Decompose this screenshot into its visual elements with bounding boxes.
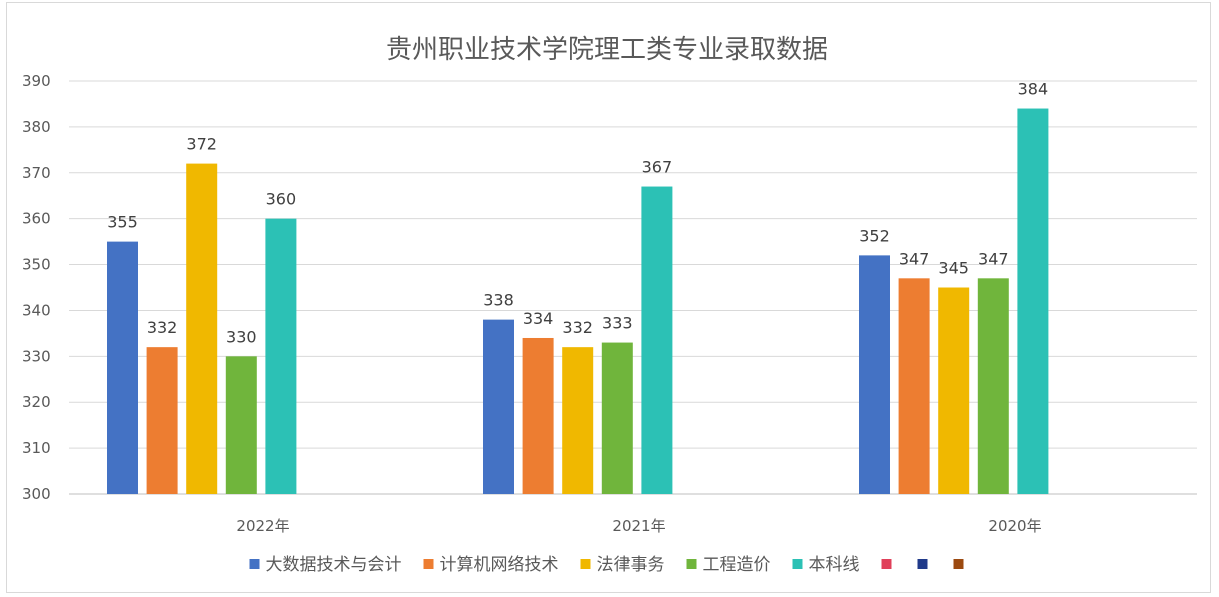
bar xyxy=(522,337,554,494)
bar xyxy=(146,347,178,494)
legend-label: 法律事务 xyxy=(597,555,665,575)
chart-title: 贵州职业技术学院理工类专业录取数据 xyxy=(386,35,828,65)
bar xyxy=(107,241,138,494)
legend-swatch xyxy=(686,559,697,569)
bar xyxy=(898,278,930,494)
data-label: 367 xyxy=(642,158,673,177)
legend-swatch xyxy=(580,559,591,569)
x-category-label: 2022年 xyxy=(236,517,289,535)
y-tick-label: 350 xyxy=(22,256,51,274)
legend-swatch xyxy=(792,559,803,569)
data-labels: 355 332 372 330 360 338 334 332 333 367 352 347 345 3… xyxy=(107,80,1048,347)
data-label: 352 xyxy=(859,226,890,245)
data-label: 332 xyxy=(562,318,593,337)
y-tick-label: 360 xyxy=(22,210,51,228)
data-label: 330 xyxy=(226,327,257,346)
y-tick-label: 390 xyxy=(22,72,51,90)
y-tick-label: 380 xyxy=(22,118,51,136)
legend-swatch xyxy=(423,559,434,569)
bar xyxy=(601,342,633,494)
bar xyxy=(859,255,890,494)
data-label: 334 xyxy=(523,309,554,328)
x-category-label: 2021年 xyxy=(612,517,665,535)
legend-swatch xyxy=(881,559,892,569)
legend-label: 大数据技术与会计 xyxy=(266,555,402,575)
data-label: 338 xyxy=(483,291,514,310)
legend-label: 本科线 xyxy=(809,555,860,575)
bar-chart: 贵州职业技术学院理工类专业录取数据 3003103203303403503603… xyxy=(22,35,1197,575)
x-axis-categories: 2022年 2021年 2020年 xyxy=(236,517,1041,535)
y-tick-label: 310 xyxy=(22,439,51,457)
legend-swatch xyxy=(249,559,260,569)
data-label: 347 xyxy=(899,249,930,268)
bar xyxy=(1017,108,1049,495)
data-label: 333 xyxy=(602,314,633,333)
legend: 大数据技术与会计 计算机网络技术 法律事务 工程造价 本科线 xyxy=(249,555,964,575)
gridlines xyxy=(69,80,1197,495)
bar xyxy=(186,163,218,494)
y-tick-label: 320 xyxy=(22,393,51,411)
y-axis-ticks: 300 310 320 330 340 350 360 370 380 390 xyxy=(22,72,51,503)
bars xyxy=(107,108,1049,495)
y-tick-label: 300 xyxy=(22,485,51,503)
data-label: 384 xyxy=(1018,80,1049,99)
bar xyxy=(562,347,594,494)
bar xyxy=(265,218,297,494)
chart-container: 贵州职业技术学院理工类专业录取数据 300 310 320 330 340 350 360 3… xyxy=(6,2,1211,593)
y-tick-label: 340 xyxy=(22,301,51,319)
bar xyxy=(225,356,257,494)
bar xyxy=(641,186,673,495)
data-label: 347 xyxy=(978,249,1009,268)
data-label: 345 xyxy=(938,259,969,278)
data-label: 355 xyxy=(107,213,138,232)
legend-swatch xyxy=(953,559,964,569)
data-label: 332 xyxy=(147,318,178,337)
y-tick-label: 330 xyxy=(22,347,51,365)
data-label: 372 xyxy=(186,135,217,154)
data-label: 360 xyxy=(266,190,297,209)
legend-label: 计算机网络技术 xyxy=(440,555,559,575)
y-tick-label: 370 xyxy=(22,164,51,182)
bar xyxy=(977,278,1009,494)
bar xyxy=(938,287,970,494)
x-category-label: 2020年 xyxy=(988,517,1041,535)
bar xyxy=(483,319,514,494)
legend-swatch xyxy=(917,559,928,569)
legend-label: 工程造价 xyxy=(703,555,771,575)
